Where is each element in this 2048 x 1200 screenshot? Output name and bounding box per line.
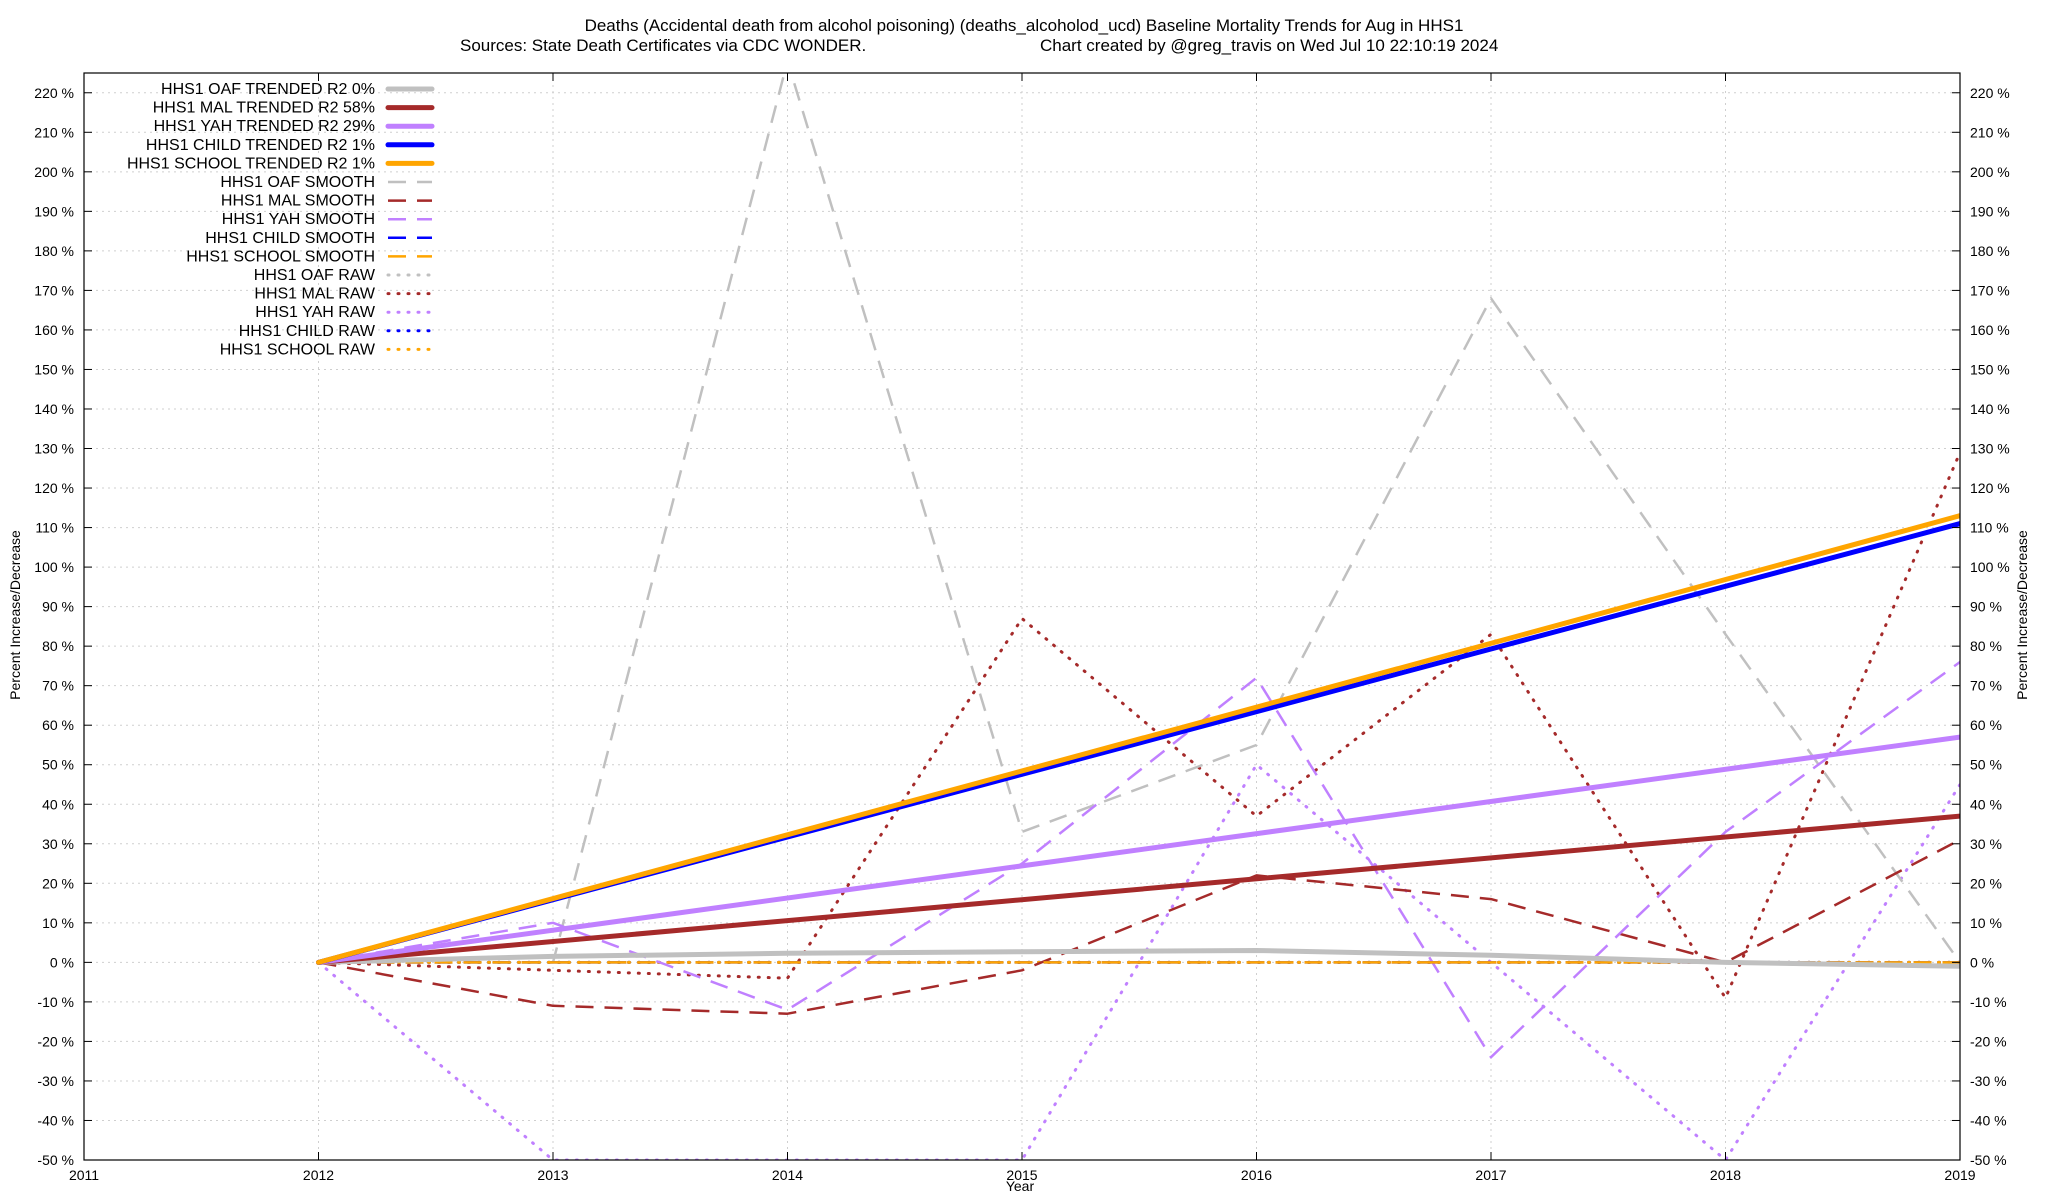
x-tick-label: 2015 <box>1006 1167 1037 1183</box>
y-tick-label-right: -30 % <box>1970 1073 2007 1089</box>
series-line-2 <box>316 734 1960 965</box>
y-tick-label-left: 140 % <box>34 401 74 417</box>
y-tick-label-left: 120 % <box>34 480 74 496</box>
y-tick-label-left: 40 % <box>42 796 74 812</box>
y-tick-label-left: 30 % <box>42 836 74 852</box>
y-tick-label-right: 40 % <box>1970 796 2002 812</box>
y-tick-label-left: 60 % <box>42 717 74 733</box>
y-tick-label-right: 140 % <box>1970 401 2010 417</box>
y-tick-label-left: 90 % <box>42 599 74 615</box>
y-tick-label-left: 210 % <box>34 124 74 140</box>
y-tick-label-left: 220 % <box>34 85 74 101</box>
legend-label: HHS1 OAF SMOOTH <box>220 174 375 191</box>
y-tick-label-left: 20 % <box>42 875 74 891</box>
y-tick-label-right: 50 % <box>1970 757 2002 773</box>
y-tick-label-right: 60 % <box>1970 717 2002 733</box>
legend-label: HHS1 MAL TRENDED R2 58% <box>153 100 375 117</box>
y-axis-label-left: Percent Increase/Decrease <box>7 530 23 700</box>
legend-label: HHS1 YAH SMOOTH <box>222 211 375 228</box>
x-tick-label: 2017 <box>1475 1167 1506 1183</box>
legend-label: HHS1 MAL SMOOTH <box>221 193 375 210</box>
y-axis-label-right: Percent Increase/Decrease <box>2014 530 2030 700</box>
series-line-11 <box>317 451 1960 1000</box>
legend-label: HHS1 YAH RAW <box>255 304 376 321</box>
y-tick-label-right: 130 % <box>1970 441 2010 457</box>
series-line-0 <box>316 948 1960 969</box>
y-tick-label-left: 170 % <box>34 282 74 298</box>
y-tick-label-right: 0 % <box>1970 954 1994 970</box>
legend-label: HHS1 SCHOOL RAW <box>220 341 376 358</box>
legend-label: HHS1 SCHOOL TRENDED R2 1% <box>127 155 375 172</box>
y-tick-label-right: -10 % <box>1970 994 2007 1010</box>
legend-label: HHS1 CHILD TRENDED R2 1% <box>146 137 375 154</box>
y-tick-label-right: 150 % <box>1970 361 2010 377</box>
y-tick-label-right: 90 % <box>1970 599 2002 615</box>
y-tick-label-right: -50 % <box>1970 1152 2007 1168</box>
x-axis-label: Year <box>1006 1178 1035 1194</box>
y-tick-label-left: 70 % <box>42 678 74 694</box>
y-tick-label-right: -20 % <box>1970 1033 2007 1049</box>
y-tick-label-left: 80 % <box>42 638 74 654</box>
y-tick-label-right: 100 % <box>1970 559 2010 575</box>
y-tick-label-left: -10 % <box>37 994 74 1010</box>
y-tick-label-right: 10 % <box>1970 915 2002 931</box>
ticks: 2011 2012 2013 2014 2015 2016 2017 2018 2019-50 … <box>34 73 2010 1183</box>
y-tick-label-left: 200 % <box>34 164 74 180</box>
y-tick-label-left: -50 % <box>37 1152 74 1168</box>
y-tick-label-left: -20 % <box>37 1033 74 1049</box>
chart-title-line2-right: Chart created by @greg_travis on Wed Jul… <box>1040 36 1498 55</box>
x-tick-label: 2013 <box>537 1167 568 1183</box>
y-tick-label-right: 210 % <box>1970 124 2010 140</box>
y-tick-label-left: 10 % <box>42 915 74 931</box>
y-tick-label-left: 0 % <box>50 954 74 970</box>
x-tick-label: 2018 <box>1710 1167 1741 1183</box>
y-tick-label-left: 160 % <box>34 322 74 338</box>
legend-label: HHS1 CHILD RAW <box>239 323 376 340</box>
y-tick-label-right: 70 % <box>1970 678 2002 694</box>
x-tick-label: 2016 <box>1241 1167 1272 1183</box>
x-tick-label: 2011 <box>69 1167 99 1183</box>
grid <box>83 73 1961 1161</box>
series-line-1 <box>316 813 1960 965</box>
y-tick-label-right: 220 % <box>1970 85 2010 101</box>
y-tick-label-left: -30 % <box>37 1073 74 1089</box>
legend: HHS1 OAF TRENDED R2 0% HHS1 MAL TRENDED R… <box>127 81 435 358</box>
y-tick-label-left: 100 % <box>34 559 74 575</box>
y-tick-label-left: 190 % <box>34 203 74 219</box>
legend-label: HHS1 SCHOOL SMOOTH <box>186 248 375 265</box>
y-tick-label-right: 160 % <box>1970 322 2010 338</box>
series-group <box>316 73 1960 1160</box>
y-tick-label-right: 30 % <box>1970 836 2002 852</box>
x-tick-label: 2019 <box>1944 1167 1975 1183</box>
legend-label: HHS1 OAF TRENDED R2 0% <box>161 81 375 98</box>
x-tick-label: 2012 <box>303 1167 334 1183</box>
series-line-4 <box>316 513 1960 965</box>
y-tick-label-right: 200 % <box>1970 164 2010 180</box>
y-tick-label-right: -40 % <box>1970 1112 2007 1128</box>
y-tick-label-left: 150 % <box>34 361 74 377</box>
y-tick-label-right: 20 % <box>1970 875 2002 891</box>
x-tick-label: 2014 <box>772 1167 803 1183</box>
y-tick-label-right: 170 % <box>1970 282 2010 298</box>
series-line-5 <box>318 73 1960 964</box>
y-tick-label-left: 180 % <box>34 243 74 259</box>
legend-label: HHS1 YAH TRENDED R2 29% <box>154 118 375 135</box>
legend-label: HHS1 OAF RAW <box>254 267 376 284</box>
chart-title-line1: Deaths (Accidental death from alcohol po… <box>585 16 1464 35</box>
legend-label: HHS1 CHILD SMOOTH <box>205 230 375 247</box>
y-tick-label-right: 190 % <box>1970 203 2010 219</box>
y-tick-label-left: -40 % <box>37 1112 74 1128</box>
legend-label: HHS1 MAL RAW <box>254 286 376 303</box>
y-tick-label-right: 180 % <box>1970 243 2010 259</box>
y-tick-label-right: 80 % <box>1970 638 2002 654</box>
y-tick-label-left: 110 % <box>35 520 74 536</box>
y-tick-label-left: 50 % <box>42 757 74 773</box>
y-tick-label-left: 130 % <box>34 441 74 457</box>
series-line-7 <box>318 660 1960 1059</box>
chart-title-line2-left: Sources: State Death Certificates via CD… <box>460 36 866 55</box>
series-line-6 <box>318 838 1960 1015</box>
y-tick-label-right: 110 % <box>1970 520 2009 536</box>
y-tick-label-right: 120 % <box>1970 480 2010 496</box>
